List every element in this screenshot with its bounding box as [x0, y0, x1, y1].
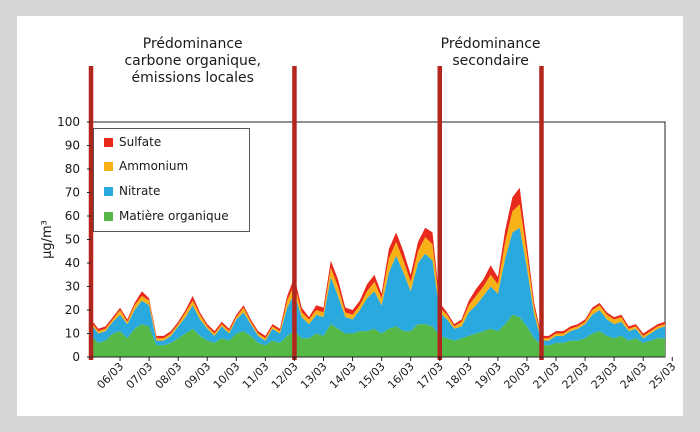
x-tick-label-18: 24/03: [618, 360, 650, 392]
annotation-1: Prédominance secondaire: [441, 36, 541, 69]
annotation-0: Prédominance carbone organique, émissions …: [124, 36, 261, 86]
x-tick-label-8: 14/03: [327, 360, 359, 392]
legend-label-sulfate: Sulfate: [119, 135, 162, 149]
y-tick-label-4: 40: [65, 256, 80, 270]
period-markers: [88, 66, 544, 360]
x-tick-label-14: 20/03: [501, 360, 533, 392]
x-tick-label-11: 17/03: [414, 360, 446, 392]
legend: Sulfate Ammonium Nitrate Matière organiq…: [93, 128, 250, 232]
annotations: Prédominance carbone organique, émissions …: [124, 36, 540, 86]
y-axis-label: µg/m³: [40, 220, 55, 259]
x-tick-label-7: 13/03: [298, 360, 330, 392]
y-tick-label-0: 0: [72, 350, 80, 364]
legend-item-sulfate: Sulfate: [104, 135, 161, 149]
legend-swatch-organic: [104, 211, 113, 221]
stacked-areas: [91, 187, 665, 357]
x-tick-label-0: 06/03: [95, 360, 127, 392]
y-tick-label-6: 60: [65, 209, 80, 223]
x-tick-label-6: 12/03: [269, 360, 301, 392]
x-tick-label-5: 11/03: [240, 360, 272, 392]
legend-swatch-ammonium: [104, 161, 113, 171]
legend-label-nitrate: Nitrate: [119, 184, 161, 198]
series-area-1: [91, 227, 665, 346]
x-tick-label-9: 15/03: [356, 360, 388, 392]
x-tick-label-19: 25/03: [647, 360, 679, 392]
legend-label-organic: Matière organique: [119, 209, 229, 223]
legend-label-ammonium: Ammonium: [119, 159, 189, 173]
legend-swatch-nitrate: [104, 186, 113, 196]
legend-item-ammonium: Ammonium: [104, 159, 188, 173]
x-tick-label-3: 09/03: [182, 360, 214, 392]
y-tick-label-2: 20: [65, 303, 80, 317]
y-tick-label-10: 100: [57, 115, 80, 129]
x-tick-label-4: 10/03: [211, 360, 243, 392]
x-tick-label-2: 08/03: [153, 360, 185, 392]
y-tick-label-9: 90: [65, 139, 80, 153]
x-tick-label-1: 07/03: [124, 360, 156, 392]
legend-item-organic: Matière organique: [104, 209, 229, 223]
y-tick-label-1: 10: [65, 327, 80, 341]
x-tick-label-12: 18/03: [443, 360, 475, 392]
legend-swatch-sulfate: [104, 137, 113, 147]
x-tick-label-17: 23/03: [589, 360, 621, 392]
y-tick-label-5: 50: [65, 233, 80, 247]
x-tick-label-10: 16/03: [385, 360, 417, 392]
legend-item-nitrate: Nitrate: [104, 184, 160, 198]
y-tick-label-7: 70: [65, 186, 80, 200]
y-tick-label-8: 80: [65, 162, 80, 176]
x-tick-label-16: 22/03: [560, 360, 592, 392]
x-tick-label-13: 19/03: [472, 360, 504, 392]
x-tick-label-15: 21/03: [531, 360, 563, 392]
series-area-0: [91, 314, 665, 357]
y-tick-label-3: 30: [65, 280, 80, 294]
